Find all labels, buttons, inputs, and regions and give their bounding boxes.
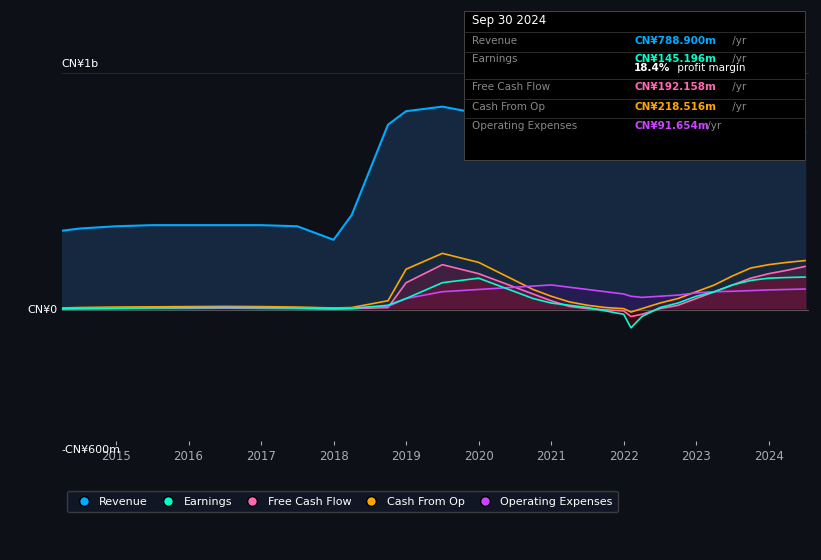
Text: /yr: /yr xyxy=(729,82,746,92)
Text: Revenue: Revenue xyxy=(472,36,517,46)
Text: Earnings: Earnings xyxy=(472,54,517,64)
Text: CN¥192.158m: CN¥192.158m xyxy=(635,82,716,92)
Text: CN¥218.516m: CN¥218.516m xyxy=(635,102,716,112)
Text: CN¥788.900m: CN¥788.900m xyxy=(635,36,716,46)
Text: Operating Expenses: Operating Expenses xyxy=(472,122,577,132)
Text: CN¥1b: CN¥1b xyxy=(62,59,99,69)
Text: /yr: /yr xyxy=(704,122,722,132)
Text: CN¥145.196m: CN¥145.196m xyxy=(635,54,716,64)
Text: 18.4%: 18.4% xyxy=(635,63,671,73)
Text: -CN¥600m: -CN¥600m xyxy=(62,445,121,455)
Text: Free Cash Flow: Free Cash Flow xyxy=(472,82,550,92)
Text: /yr: /yr xyxy=(729,36,746,46)
Text: Sep 30 2024: Sep 30 2024 xyxy=(472,13,546,26)
Text: /yr: /yr xyxy=(729,54,746,64)
Text: CN¥0: CN¥0 xyxy=(28,305,57,315)
Text: /yr: /yr xyxy=(729,102,746,112)
Text: CN¥91.654m: CN¥91.654m xyxy=(635,122,709,132)
Text: Cash From Op: Cash From Op xyxy=(472,102,545,112)
Legend: Revenue, Earnings, Free Cash Flow, Cash From Op, Operating Expenses: Revenue, Earnings, Free Cash Flow, Cash … xyxy=(67,491,618,512)
Text: profit margin: profit margin xyxy=(674,63,745,73)
